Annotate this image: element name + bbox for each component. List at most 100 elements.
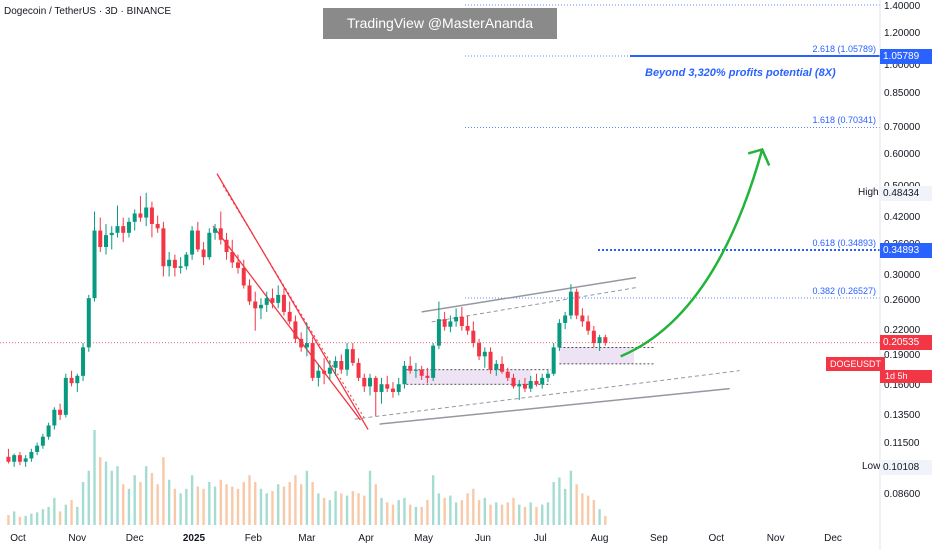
candle-body	[29, 451, 34, 459]
fib-label: 2.618 (1.05789)	[812, 44, 876, 54]
volume-bar	[391, 504, 395, 525]
candle-body	[132, 213, 137, 222]
volume-bar	[93, 430, 96, 525]
volume-bar	[271, 491, 274, 525]
candle-body	[310, 343, 315, 378]
time-tick: Sep	[649, 533, 668, 544]
price-tick: 0.30000	[884, 270, 921, 282]
candle-body	[482, 351, 487, 357]
candle-body	[264, 298, 269, 305]
volume-bar	[489, 504, 492, 525]
volume-bar	[328, 500, 332, 525]
time-tick: Jun	[474, 533, 491, 544]
candle-body	[368, 377, 373, 387]
candle-body	[350, 349, 355, 363]
volume-bar	[236, 488, 240, 525]
volume-bar	[426, 500, 429, 525]
falling-channel-lower	[212, 225, 361, 421]
volume-bar	[242, 482, 245, 525]
candle-body	[379, 384, 384, 392]
candle-body	[408, 365, 413, 371]
candle-body	[293, 321, 298, 339]
volume-bar	[265, 493, 268, 525]
candle-body	[287, 311, 292, 322]
candle-body	[603, 337, 608, 343]
candle-body	[207, 232, 212, 258]
volume-bar	[500, 504, 504, 525]
volume-bar	[173, 488, 177, 525]
volume-bar	[598, 509, 601, 525]
candle-body	[419, 369, 424, 376]
volume-bar	[162, 457, 165, 525]
volume-bar	[167, 479, 171, 525]
bar-countdown: 1d 5h	[880, 370, 932, 383]
volume-bar	[70, 500, 73, 525]
volume-bar	[225, 484, 228, 525]
volume-bar	[569, 470, 573, 525]
candle-body	[586, 321, 591, 331]
volume-bar	[454, 502, 458, 525]
candle-body	[396, 384, 401, 392]
time-tick: May	[414, 533, 434, 544]
price-tick: 0.16000	[884, 380, 921, 392]
candle-body	[597, 337, 602, 344]
volume-bar	[397, 500, 400, 525]
candle-body	[98, 230, 103, 248]
candle-body	[373, 377, 378, 392]
volume-bar	[185, 488, 188, 525]
candle-body	[454, 316, 459, 322]
volume-bar	[431, 475, 435, 525]
volume-bar	[87, 470, 90, 525]
candle-body	[167, 259, 172, 267]
volume-bar	[81, 482, 85, 525]
candle-body	[557, 322, 562, 348]
fib-label: 1.618 (0.70341)	[812, 115, 876, 126]
candle-body	[568, 291, 573, 316]
volume-bar	[357, 493, 360, 525]
volume-bar	[127, 488, 131, 525]
price-tick: 0.19000	[884, 350, 921, 362]
volume-bar	[523, 506, 527, 525]
volume-bar	[150, 472, 154, 525]
candle-body	[258, 304, 263, 309]
volume-bar	[248, 475, 251, 525]
volume-bar	[443, 497, 446, 525]
volume-bar	[363, 495, 366, 525]
volume-bar	[231, 486, 234, 525]
volume-bar	[552, 482, 555, 525]
symbol-title[interactable]: Dogecoin / TetherUS · 3D · BINANCE	[4, 6, 172, 17]
price-tick: 1.40000	[884, 1, 921, 12]
volume-bar	[604, 515, 607, 525]
volume-bar	[563, 488, 567, 525]
price-tick: 0.08600	[884, 489, 921, 500]
volume-bar	[408, 504, 412, 525]
candle-body	[551, 347, 556, 374]
low-label: Low	[862, 460, 881, 472]
volume-bar	[495, 502, 498, 525]
volume-bar	[99, 457, 102, 525]
candle-body	[190, 230, 195, 255]
candle-body	[126, 221, 131, 233]
support-zone	[559, 347, 635, 364]
volume-bar	[259, 488, 263, 525]
candle-body	[580, 315, 585, 322]
rising-channel-lower	[379, 387, 730, 425]
volume-bar	[575, 484, 578, 525]
candle-body	[402, 365, 407, 385]
candle-body	[356, 362, 361, 378]
falling-channel-upper	[216, 173, 369, 430]
candle-body	[545, 373, 550, 378]
volume-bar	[477, 500, 481, 525]
support-zone	[406, 369, 531, 385]
high-value: 0.48434	[880, 185, 932, 201]
candle-body	[224, 239, 229, 253]
volume-bar	[294, 475, 297, 525]
candle-body	[121, 226, 126, 233]
support-zones	[406, 346, 655, 385]
candle-body	[425, 375, 430, 378]
watermark: TradingView @MasterAnanda	[323, 8, 557, 39]
volume-bar	[53, 497, 56, 525]
volume-bars	[7, 430, 607, 525]
volume-bar	[420, 506, 423, 525]
